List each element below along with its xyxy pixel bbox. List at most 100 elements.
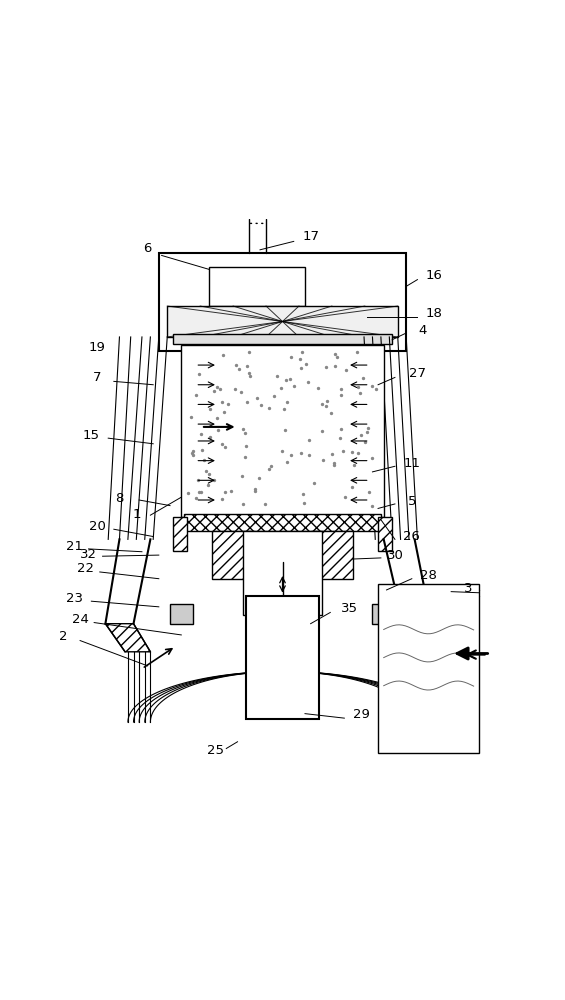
Point [264, 461, 273, 477]
Text: 21: 21 [66, 540, 83, 553]
Point [295, 351, 305, 367]
Point [246, 368, 255, 384]
Text: 23: 23 [66, 592, 83, 605]
Point [195, 366, 204, 382]
Point [359, 370, 368, 386]
Point [322, 359, 331, 375]
Point [331, 346, 340, 362]
Point [242, 358, 251, 374]
Point [189, 443, 198, 459]
Point [241, 449, 250, 465]
Point [199, 452, 208, 468]
Point [267, 458, 276, 474]
Point [212, 379, 221, 395]
Point [197, 442, 206, 458]
Point [282, 372, 291, 388]
Point [191, 490, 200, 506]
Text: 16: 16 [426, 269, 443, 282]
Point [218, 347, 227, 363]
Point [328, 446, 337, 462]
Text: 19: 19 [89, 341, 106, 354]
Point [349, 457, 358, 473]
Point [341, 489, 350, 505]
Bar [167, 306, 398, 337]
Point [353, 445, 362, 461]
Point [338, 443, 347, 459]
Point [318, 396, 327, 412]
Point [209, 383, 218, 399]
Point [253, 390, 262, 406]
Text: 29: 29 [353, 708, 370, 721]
Point [245, 365, 254, 381]
Point [364, 484, 373, 500]
Text: 25: 25 [207, 744, 224, 757]
Point [238, 496, 247, 512]
Bar [210, 267, 305, 306]
Point [220, 439, 229, 455]
Bar [372, 604, 395, 624]
Text: 2: 2 [59, 630, 67, 643]
Point [282, 454, 292, 470]
Point [254, 470, 263, 486]
Point [313, 380, 322, 396]
Point [285, 371, 294, 387]
Text: 26: 26 [403, 530, 420, 543]
Point [226, 483, 235, 499]
Point [238, 468, 247, 484]
Point [318, 423, 327, 439]
Text: 7: 7 [93, 371, 101, 384]
Point [330, 457, 339, 473]
Point [192, 387, 201, 403]
Point [270, 388, 279, 404]
Point [321, 398, 331, 414]
Point [230, 381, 239, 397]
Point [330, 358, 339, 374]
Point [362, 424, 371, 440]
Point [297, 360, 306, 376]
Bar [212, 531, 254, 579]
Point [302, 356, 311, 372]
Text: 17: 17 [302, 230, 319, 243]
Point [352, 344, 361, 360]
Point [290, 378, 299, 394]
Point [186, 409, 195, 425]
Point [348, 479, 357, 495]
Point [223, 396, 232, 412]
Point [336, 387, 345, 403]
Text: 1: 1 [132, 508, 141, 521]
Point [210, 472, 219, 488]
Point [277, 443, 286, 459]
Polygon shape [386, 624, 432, 652]
Bar [184, 514, 381, 531]
Point [304, 432, 313, 448]
Point [282, 394, 292, 410]
Text: 30: 30 [386, 549, 403, 562]
Point [356, 385, 365, 401]
Point [193, 472, 202, 488]
Point [184, 485, 193, 501]
Text: 22: 22 [77, 562, 94, 575]
Point [309, 475, 318, 491]
Point [220, 404, 229, 420]
Text: 18: 18 [426, 307, 443, 320]
Point [336, 430, 345, 446]
Point [188, 447, 197, 463]
Point [197, 426, 206, 442]
Point [257, 397, 266, 413]
Point [371, 381, 380, 397]
Point [241, 425, 250, 441]
Point [201, 463, 210, 479]
Point [332, 349, 341, 365]
Point [261, 496, 270, 512]
Point [299, 495, 308, 511]
Point [347, 444, 357, 460]
Point [242, 394, 251, 410]
Text: 20: 20 [89, 520, 106, 533]
Text: 8: 8 [115, 492, 124, 505]
Point [251, 483, 260, 499]
Text: 28: 28 [420, 569, 437, 582]
Point [205, 429, 214, 445]
Text: 15: 15 [83, 429, 100, 442]
Bar [311, 531, 353, 579]
Point [187, 445, 196, 461]
